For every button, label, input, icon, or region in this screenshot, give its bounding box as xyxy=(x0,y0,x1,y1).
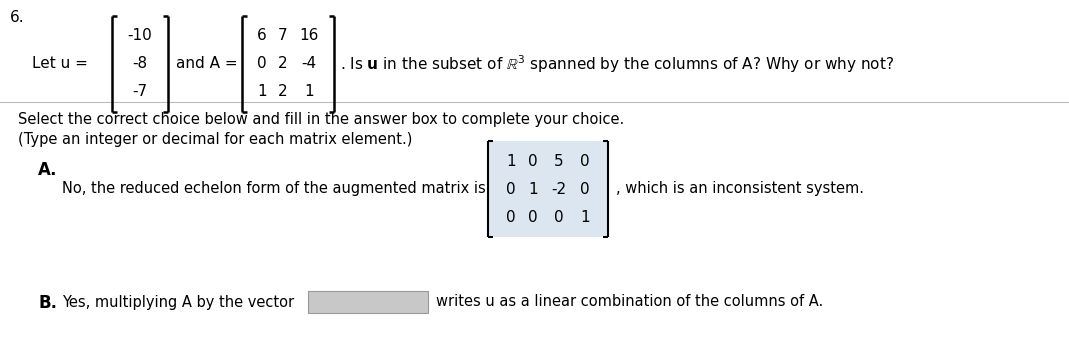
Text: -4: -4 xyxy=(301,56,316,72)
Text: No, the reduced echelon form of the augmented matrix is: No, the reduced echelon form of the augm… xyxy=(62,182,485,196)
Text: 0: 0 xyxy=(507,182,516,196)
Text: 16: 16 xyxy=(299,29,319,43)
Text: Yes, multiplying A by the vector: Yes, multiplying A by the vector xyxy=(62,294,294,310)
Text: 1: 1 xyxy=(305,85,314,99)
Text: 6.: 6. xyxy=(10,10,25,25)
Text: 0: 0 xyxy=(528,153,538,169)
Text: (Type an integer or decimal for each matrix element.): (Type an integer or decimal for each mat… xyxy=(18,132,413,147)
Text: 7: 7 xyxy=(278,29,288,43)
Text: 2: 2 xyxy=(278,56,288,72)
Text: 1: 1 xyxy=(580,209,590,225)
Text: -2: -2 xyxy=(552,182,567,196)
Text: 0: 0 xyxy=(528,209,538,225)
Bar xyxy=(308,291,428,313)
Text: Let u =: Let u = xyxy=(32,56,88,72)
Text: 0: 0 xyxy=(580,182,590,196)
Text: and A =: and A = xyxy=(176,56,237,72)
Text: 5: 5 xyxy=(554,153,563,169)
Text: 0: 0 xyxy=(507,209,516,225)
Text: -8: -8 xyxy=(133,56,148,72)
Bar xyxy=(489,141,608,237)
Text: , which is an inconsistent system.: , which is an inconsistent system. xyxy=(616,182,864,196)
Text: A.: A. xyxy=(38,161,58,179)
Text: 1: 1 xyxy=(258,85,267,99)
Text: B.: B. xyxy=(38,294,57,312)
Text: 1: 1 xyxy=(507,153,516,169)
Text: writes u as a linear combination of the columns of A.: writes u as a linear combination of the … xyxy=(436,294,823,310)
Text: 0: 0 xyxy=(580,153,590,169)
Text: 6: 6 xyxy=(258,29,267,43)
Text: -10: -10 xyxy=(127,29,153,43)
Text: 0: 0 xyxy=(554,209,563,225)
Text: Select the correct choice below and fill in the answer box to complete your choi: Select the correct choice below and fill… xyxy=(18,112,624,127)
Text: 1: 1 xyxy=(528,182,538,196)
Text: . Is $\mathbf{u}$ in the subset of $\mathbb{R}^3$ spanned by the columns of A? W: . Is $\mathbf{u}$ in the subset of $\mat… xyxy=(340,53,895,75)
Text: 0: 0 xyxy=(258,56,267,72)
Text: -7: -7 xyxy=(133,85,148,99)
Text: 2: 2 xyxy=(278,85,288,99)
